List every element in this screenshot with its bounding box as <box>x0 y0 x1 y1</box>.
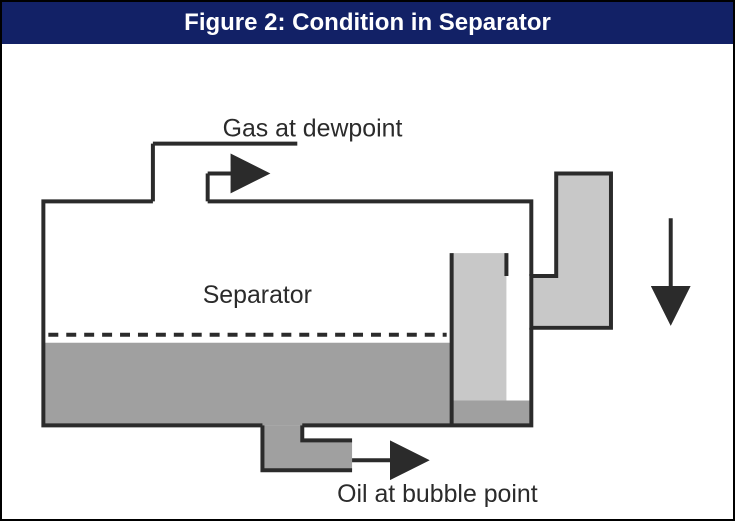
bottom-outlet-fill <box>262 425 352 470</box>
outlet-arm <box>531 173 611 327</box>
label-oil: Oil at bubble point <box>337 480 538 508</box>
diagram-area: Gas at dewpoint Separator Oil at bubble … <box>2 44 733 519</box>
figure-title: Figure 2: Condition in Separator <box>184 9 551 37</box>
separator-diagram: Gas at dewpoint Separator Oil at bubble … <box>2 44 733 519</box>
figure-title-bar: Figure 2: Condition in Separator <box>2 2 733 44</box>
figure-container: Figure 2: Condition in Separator <box>0 0 735 521</box>
outlet-liquid <box>506 400 531 425</box>
label-separator: Separator <box>203 281 312 309</box>
label-gas: Gas at dewpoint <box>223 115 403 143</box>
liquid-main <box>43 343 451 426</box>
weir-chamber <box>452 253 507 425</box>
